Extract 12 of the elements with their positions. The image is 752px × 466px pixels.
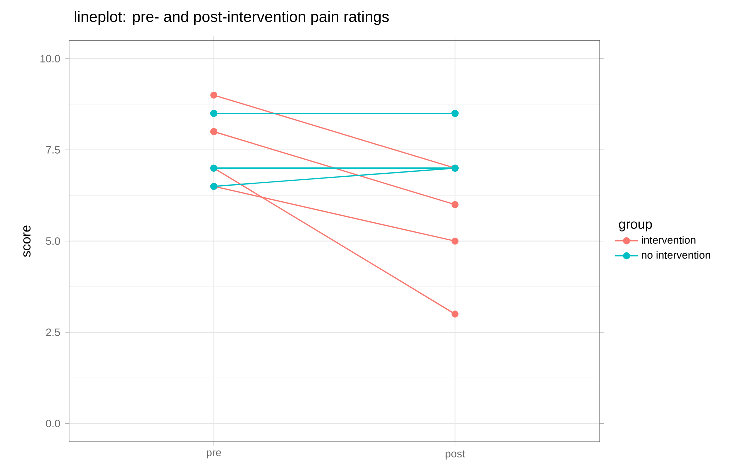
y-tick-label: 0.0 [46, 420, 60, 428]
y-tick-label: 5.0 [46, 238, 60, 246]
y-axis-title: score [24, 226, 31, 258]
x-tick-label: pre [207, 450, 222, 459]
y-tick-label: 10.0 [40, 55, 60, 63]
y-tick-label: 2.5 [46, 328, 60, 336]
chart-title: lineplot: pre- and post-intervention pain ratings [75, 11, 390, 26]
x-tick-label: post [446, 450, 466, 460]
y-tick-label: 7.5 [46, 146, 60, 154]
legend-label: no intervention [642, 251, 710, 260]
legend-title: group [619, 222, 652, 232]
legend-label: intervention [642, 236, 696, 244]
